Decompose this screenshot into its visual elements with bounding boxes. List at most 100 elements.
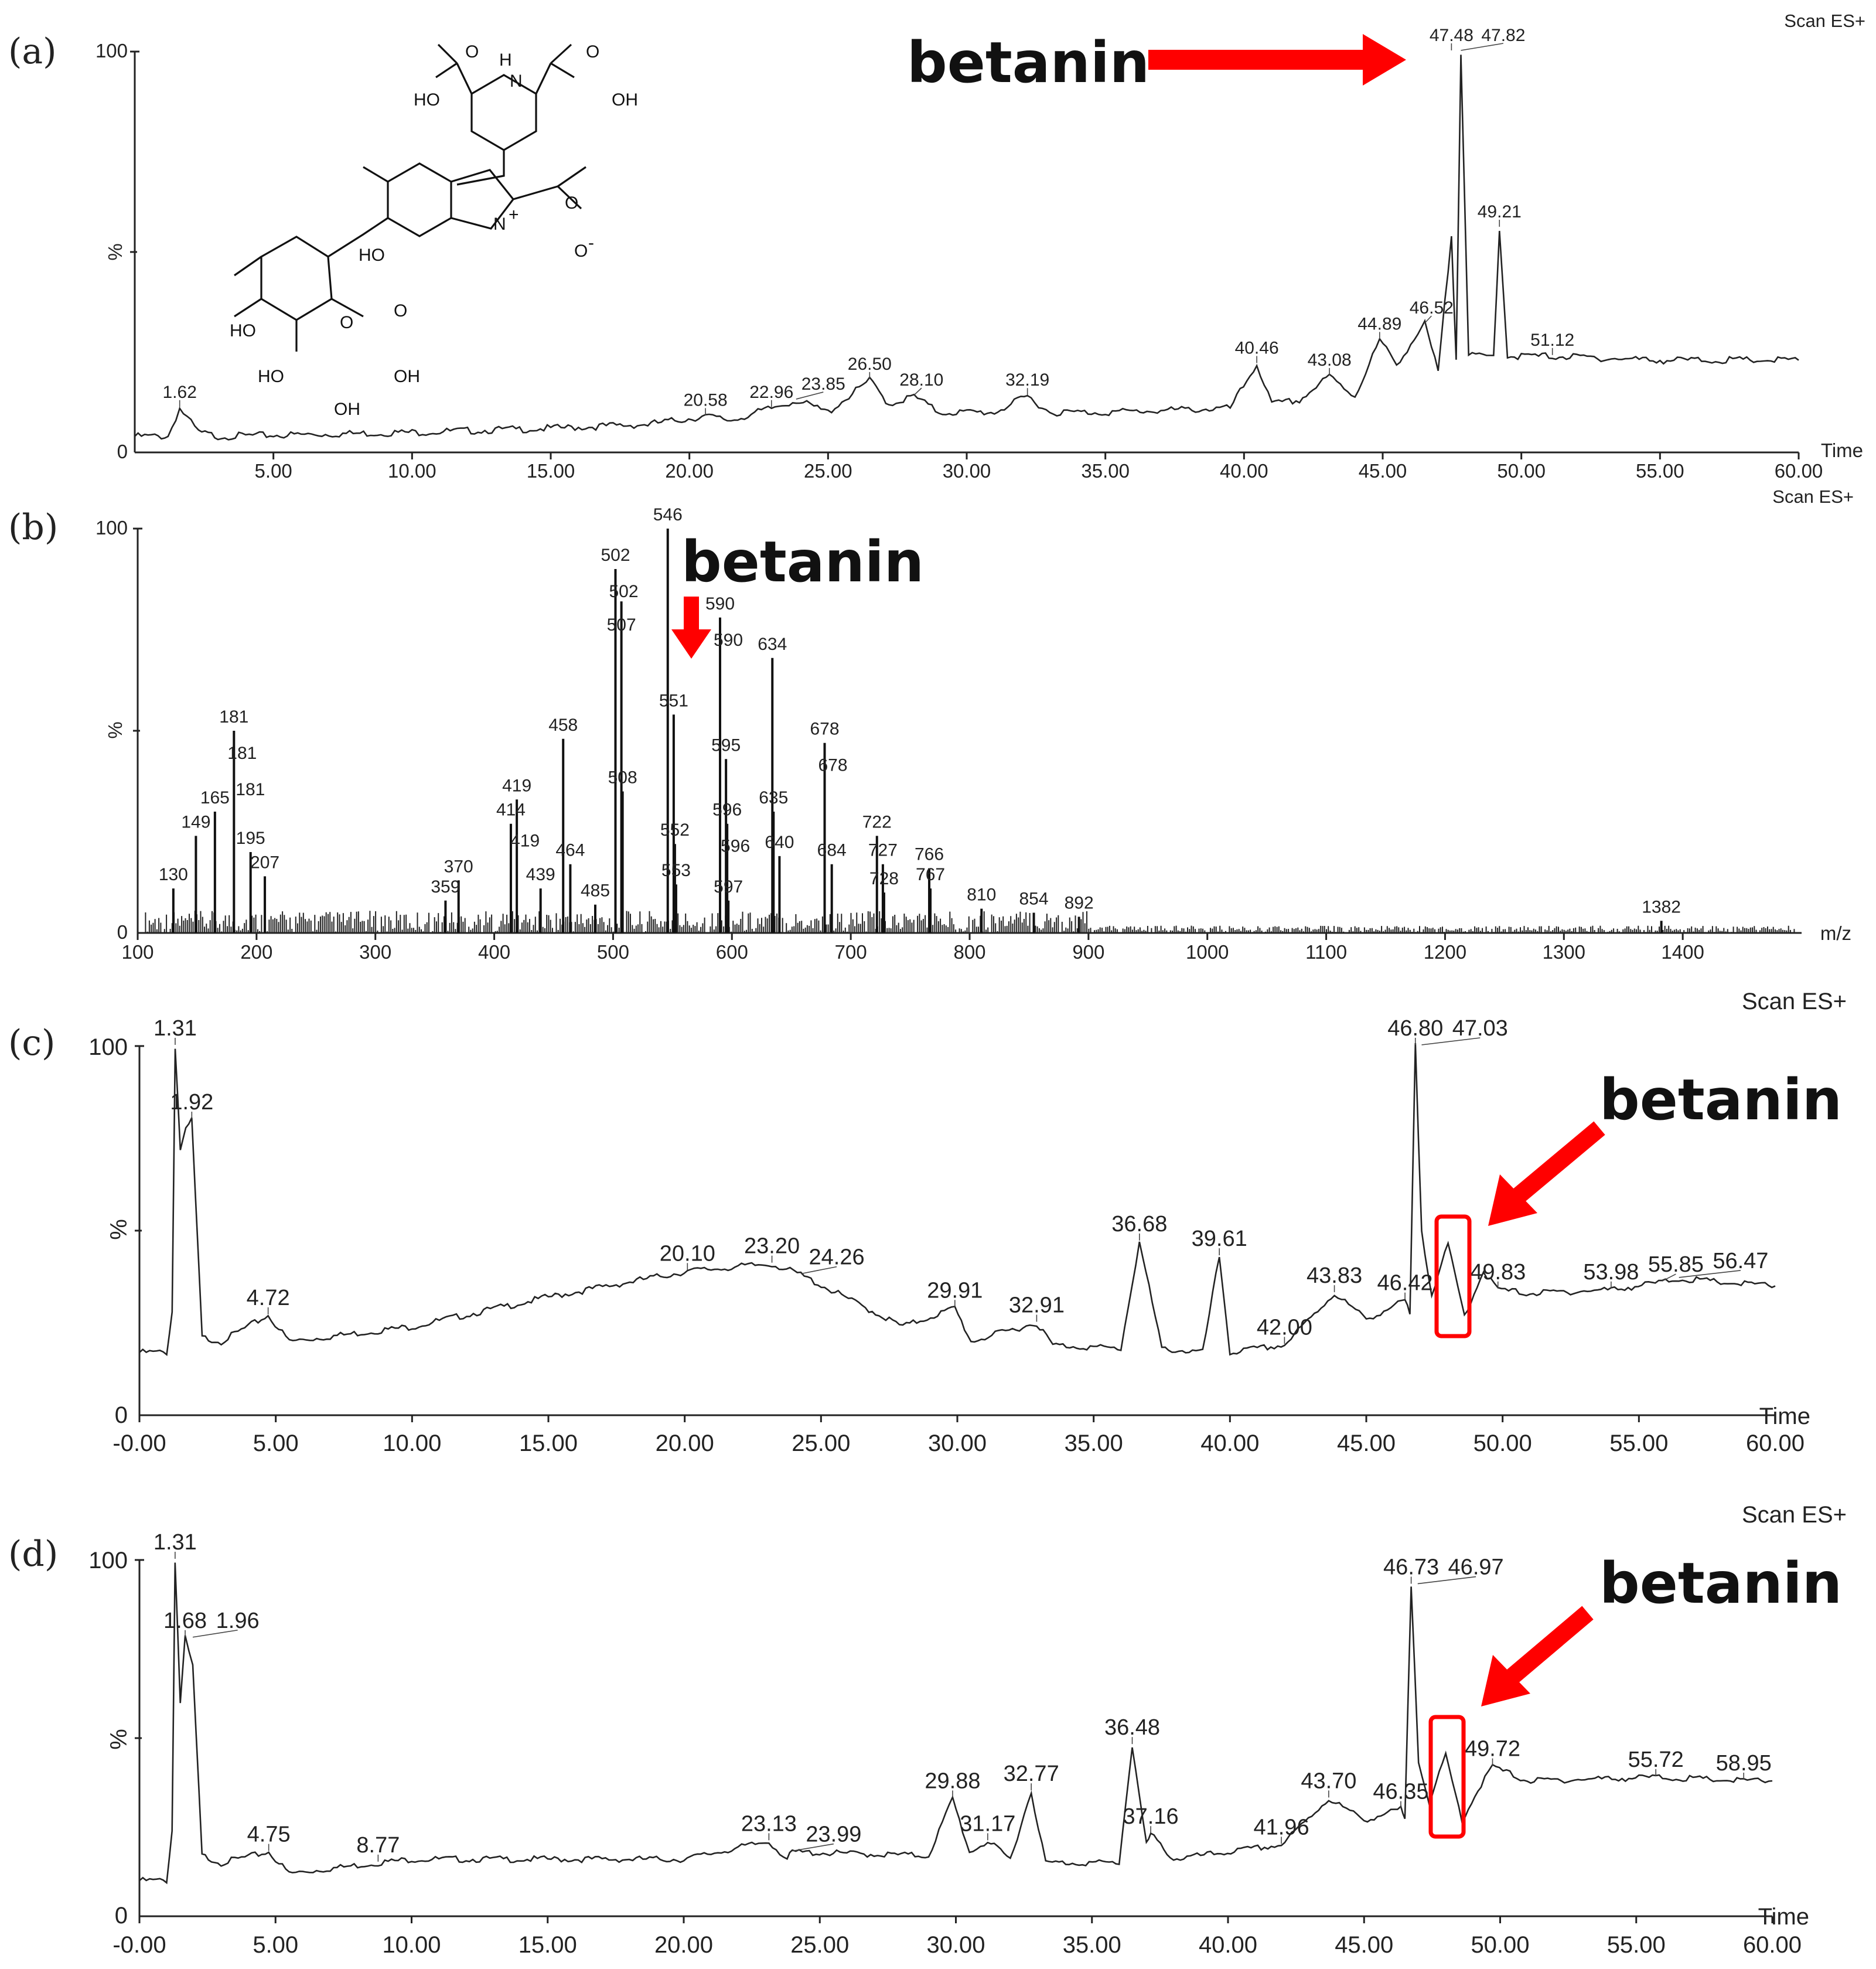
x-tick-label: 1400 [1661,941,1704,963]
structure-ring-top [470,74,537,151]
peak-leader [1417,1576,1476,1585]
svg-text:HO: HO [258,367,284,386]
x-tick-label: 1100 [1305,941,1347,963]
peak-label: 684 [817,841,847,860]
peak-leader [1421,1037,1481,1045]
x-tick-label: 55.00 [1636,460,1684,482]
peak-label: 29.91 [927,1278,983,1303]
peak-label: 46.97 [1448,1555,1504,1580]
panel-c: (c) Scan ES+ 100 0 % Time -0.00 5.00 10.00… [8,989,1847,1456]
x-tick-label: 300 [359,941,391,963]
svg-text:O: O [565,193,578,213]
peak-label: 854 [1019,890,1049,909]
x-tick-label: 15.00 [519,1430,578,1456]
panel-a-trace [134,54,1799,441]
peak-label: 53.98 [1583,1260,1639,1285]
peak-label: 8.77 [356,1833,400,1858]
x-tick-label: 5.00 [255,460,292,482]
betanin-structure-labels: O H N O HO OH N + O O - HO HO O O HO OH … [230,42,638,419]
peak-label: 728 [869,869,899,888]
svg-text:O: O [340,313,353,332]
panel-c-trace [139,1043,1776,1357]
panel-a-ytop: 100 [95,40,128,62]
peak-label: 31.17 [960,1811,1015,1836]
peak-label: 23.20 [744,1234,800,1259]
peak-label: 634 [758,635,787,654]
peak-label: 37.16 [1123,1804,1179,1829]
peak-label: 36.48 [1104,1715,1160,1740]
peak-label: 23.85 [801,374,845,394]
peak-label: 590 [714,631,743,650]
peak-label: 49.72 [1465,1737,1520,1762]
peak-label: 508 [608,768,637,788]
panel-a-y-ticks [130,50,139,253]
svg-text:-: - [588,233,594,253]
x-tick-label: 15.00 [527,460,575,482]
panel-c-betanin-label: betanin [1599,1067,1842,1133]
peak-label: 41.96 [1253,1815,1309,1839]
svg-text:OH: OH [394,367,420,386]
panel-a-scan-label: Scan ES+ [1784,11,1865,31]
panel-b-label: (b) [8,507,58,548]
svg-text:OH: OH [334,400,360,419]
peak-label: 546 [653,505,683,524]
svg-text:N: N [510,71,523,91]
structure-phenol [363,166,388,183]
x-tick-label: 1000 [1186,941,1229,963]
peak-label: 458 [548,716,578,735]
peak-label: 46.73 [1383,1555,1439,1580]
peak-leader [800,1266,837,1275]
peak-label: 596 [712,800,742,820]
svg-text:O: O [465,42,479,62]
peak-label: 58.95 [1716,1751,1772,1776]
x-tick-label: 60.00 [1775,460,1823,482]
peak-label: 727 [868,841,898,860]
peak-label: 36.68 [1111,1212,1167,1236]
x-tick-label: 25.00 [792,1430,850,1456]
panel-a-betanin-arrow [1148,34,1406,86]
peak-label: 678 [818,756,847,775]
x-tick-label: 100 [121,941,154,963]
peak-label: 1.68 [163,1609,207,1633]
panel-b-peaks [172,529,1663,933]
peak-label: 502 [601,546,630,565]
betanin-structure [234,43,586,352]
panel-d-peak-labels: 1.31 1.68 1.96 4.75 8.77 23.13 23.99 29.88 31.17… [154,1530,1772,1862]
peak-label: 485 [581,881,610,901]
peak-label: 1.31 [154,1530,197,1555]
peak-label: 22.96 [749,383,793,402]
peak-label: 370 [444,857,473,876]
x-tick-label: 55.00 [1607,1932,1666,1958]
peak-label: 47.03 [1452,1016,1508,1041]
panel-a-x-ticks: 5.00 10.00 15.00 20.00 25.00 30.00 35.00 40.00 4… [255,452,1823,482]
peak-label: 502 [609,582,638,601]
x-tick-label: 15.00 [519,1932,577,1958]
peak-label: 43.70 [1301,1769,1356,1793]
peak-label: 44.89 [1357,314,1401,333]
panel-a-betanin-label: betanin [907,30,1150,96]
x-tick-label: 500 [597,941,629,963]
peak-label: 46.35 [1373,1780,1428,1804]
peak-label: 181 [227,744,257,763]
panel-c-ytop: 100 [88,1034,128,1060]
svg-text:HO: HO [230,321,256,340]
peak-label: 419 [510,831,540,850]
peak-leader [192,1629,238,1638]
peak-label: 590 [705,594,735,614]
peak-leader [913,387,922,396]
x-tick-label: 5.00 [253,1430,299,1456]
panel-b-betanin-label: betanin [681,529,924,595]
peak-leader [796,391,824,400]
x-tick-label: -0.00 [112,1430,166,1456]
svg-text:H: H [499,50,512,70]
x-tick-label: 900 [1072,941,1104,963]
peak-label: 552 [660,820,690,840]
panel-a-label: (a) [8,31,57,72]
x-tick-label: 55.00 [1609,1430,1668,1456]
x-tick-label: 40.00 [1199,1932,1257,1958]
panel-b-xunit: m/z [1820,922,1851,944]
peak-label: 181 [236,780,265,799]
x-tick-label: 5.00 [253,1932,298,1958]
x-tick-label: 50.00 [1473,1430,1532,1456]
